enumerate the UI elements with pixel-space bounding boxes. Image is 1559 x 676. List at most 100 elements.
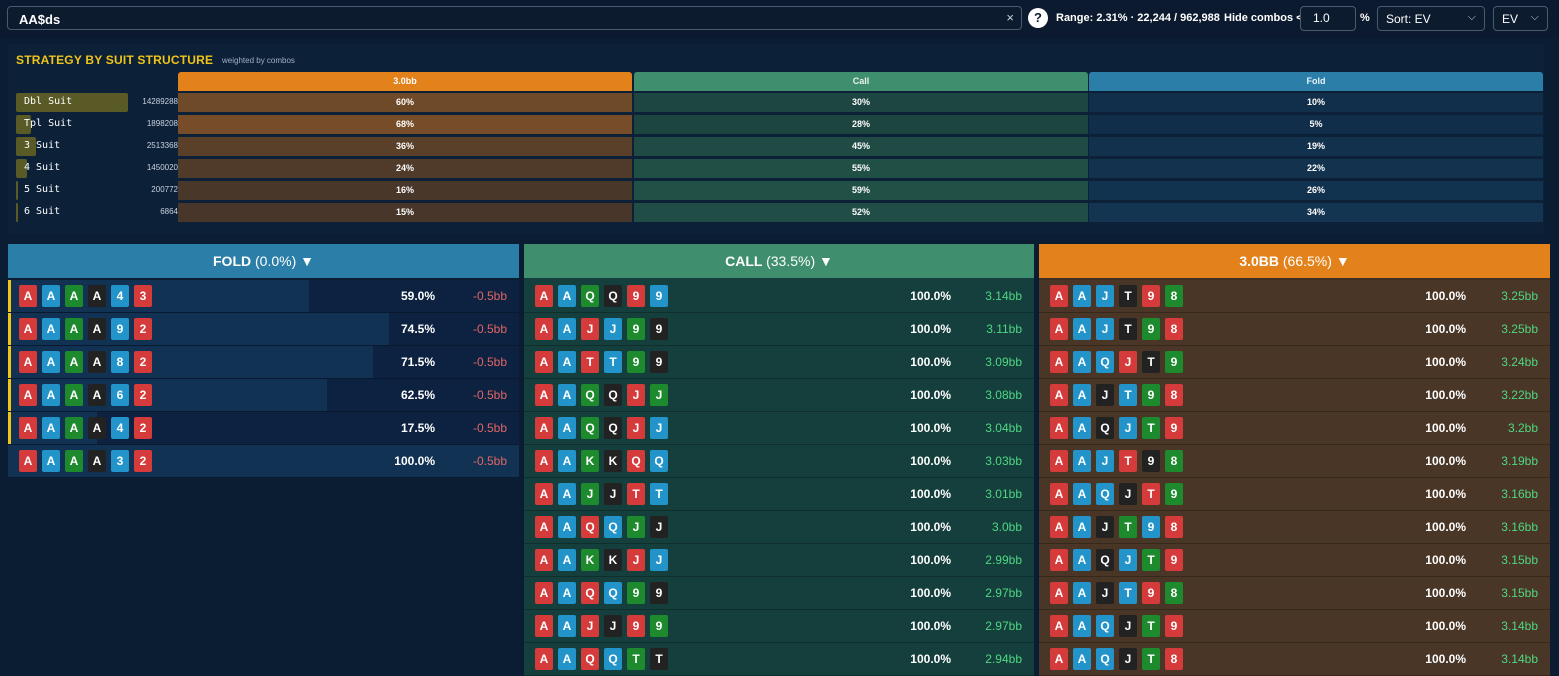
row-marker [8,346,11,378]
hand-row[interactable]: A A Q J T 9 100.0% 3.15bb [1039,544,1550,577]
hand-row[interactable]: A A Q J T 8 100.0% 3.14bb [1039,643,1550,676]
strategy-cell: 22% [1089,159,1543,178]
card: A [88,285,106,307]
card: 9 [627,582,645,604]
hand-ev: 2.97bb [985,586,1022,600]
card: J [1119,351,1137,373]
card: A [19,285,37,307]
clear-icon[interactable]: × [1006,10,1014,25]
hand-row[interactable]: A A J T 9 8 100.0% 3.16bb [1039,511,1550,544]
card: A [1073,549,1091,571]
hand-frequency: 100.0% [394,454,435,468]
hand-ev: 3.25bb [1501,322,1538,336]
hand-row[interactable]: A A Q Q J J 100.0% 3.08bb [524,379,1034,412]
chevron-down-icon: ⌵ [1467,11,1476,23]
hand-row[interactable]: A A J T 9 8 100.0% 3.19bb [1039,445,1550,478]
hand-row[interactable]: A A A A 9 2 74.5% -0.5bb [8,313,519,346]
hand-row[interactable]: A A J J 9 9 100.0% 2.97bb [524,610,1034,643]
hand-row[interactable]: A A K K Q Q 100.0% 3.03bb [524,445,1034,478]
hand-ev: 3.24bb [1501,355,1538,369]
card: T [604,351,622,373]
column-header-fold[interactable]: FOLD (0.0%) ▼ [8,244,519,278]
card: J [650,384,668,406]
hide-combos-label: Hide combos < [1224,12,1303,24]
hand-row[interactable]: A A Q Q 9 9 100.0% 3.14bb [524,280,1034,313]
hand-row[interactable]: A A Q J T 9 100.0% 3.24bb [1039,346,1550,379]
hand-row[interactable]: A A Q Q T T 100.0% 2.94bb [524,643,1034,676]
hand-row[interactable]: A A Q Q 9 9 100.0% 2.97bb [524,577,1034,610]
hand-frequency: 100.0% [1425,355,1466,369]
card: A [65,285,83,307]
row-marker [8,379,11,411]
suit-row-count: 6864 [160,207,178,216]
hand-row[interactable]: A A A A 4 2 17.5% -0.5bb [8,412,519,445]
card: A [1073,516,1091,538]
suit-weight-bar [16,137,36,156]
card: 6 [111,384,129,406]
hand-row[interactable]: A A Q J T 9 100.0% 3.2bb [1039,412,1550,445]
column-header-call[interactable]: CALL (33.5%) ▼ [524,244,1034,278]
card: 4 [111,285,129,307]
hand-ev: 3.15bb [1501,553,1538,567]
card: 2 [134,351,152,373]
hand-row[interactable]: A A Q Q J J 100.0% 3.0bb [524,511,1034,544]
hand-row[interactable]: A A A A 4 3 59.0% -0.5bb [8,280,519,313]
card: J [1119,483,1137,505]
hand-row[interactable]: A A J J T T 100.0% 3.01bb [524,478,1034,511]
strategy-cell: 68% [178,115,632,134]
hand-row[interactable]: A A Q J T 9 100.0% 3.14bb [1039,610,1550,643]
suit-row-count: 1898208 [146,119,178,128]
card: A [19,318,37,340]
hide-combos-input[interactable] [1311,10,1359,26]
hand-frequency: 62.5% [400,388,435,402]
card: A [1050,483,1068,505]
help-icon[interactable]: ? [1028,8,1048,28]
hand-row[interactable]: A A Q Q J J 100.0% 3.04bb [524,412,1034,445]
hand-ev: 3.0bb [991,520,1022,534]
range-info: Range: 2.31% · 22,244 / 962,988 [1056,12,1220,24]
card: J [1096,285,1114,307]
hand-row[interactable]: A A J T 9 8 100.0% 3.25bb [1039,280,1550,313]
card: Q [604,417,622,439]
hand-frequency: 100.0% [910,355,951,369]
suit-row-name: 3 Suit [24,140,61,151]
card: A [19,351,37,373]
card: J [1119,549,1137,571]
search-box[interactable]: × [7,6,1022,30]
search-input[interactable] [17,9,981,29]
hand-ev: 3.08bb [985,388,1022,402]
card: 9 [1165,483,1183,505]
column-header-raise[interactable]: 3.0BB (66.5%) ▼ [1039,244,1550,278]
hand-row[interactable]: A A A A 6 2 62.5% -0.5bb [8,379,519,412]
card: A [88,417,106,439]
frequency-bar [8,445,519,477]
row-marker [8,313,11,345]
hand-row[interactable]: A A A A 3 2 100.0% -0.5bb [8,445,519,478]
hand-row[interactable]: A A J T 9 8 100.0% 3.25bb [1039,313,1550,346]
card: 8 [1165,516,1183,538]
ev-select[interactable]: EV ⌵ [1493,6,1548,31]
hand-row[interactable]: A A J J 9 9 100.0% 3.11bb [524,313,1034,346]
hide-combos-field[interactable] [1300,6,1359,31]
strategy-header-2: Fold [1089,72,1543,91]
hand-row[interactable]: A A J T 9 8 100.0% 3.22bb [1039,379,1550,412]
hand-row[interactable]: A A T T 9 9 100.0% 3.09bb [524,346,1034,379]
sort-select[interactable]: Sort: EV ⌵ [1377,6,1485,31]
card: 8 [1165,285,1183,307]
card: J [604,615,622,637]
card: A [1073,285,1091,307]
card: A [535,549,553,571]
card: A [42,450,60,472]
hand-frequency: 59.0% [400,289,435,303]
card: Q [627,450,645,472]
card: 9 [627,615,645,637]
card: A [1050,516,1068,538]
hand-row[interactable]: A A K K J J 100.0% 2.99bb [524,544,1034,577]
hand-row[interactable]: A A J T 9 8 100.0% 3.15bb [1039,577,1550,610]
card: A [535,384,553,406]
hand-row[interactable]: A A Q J T 9 100.0% 3.16bb [1039,478,1550,511]
card: J [627,417,645,439]
hand-row[interactable]: A A A A 8 2 71.5% -0.5bb [8,346,519,379]
hand-ev: 2.97bb [985,619,1022,633]
percent-label: % [1360,12,1370,24]
